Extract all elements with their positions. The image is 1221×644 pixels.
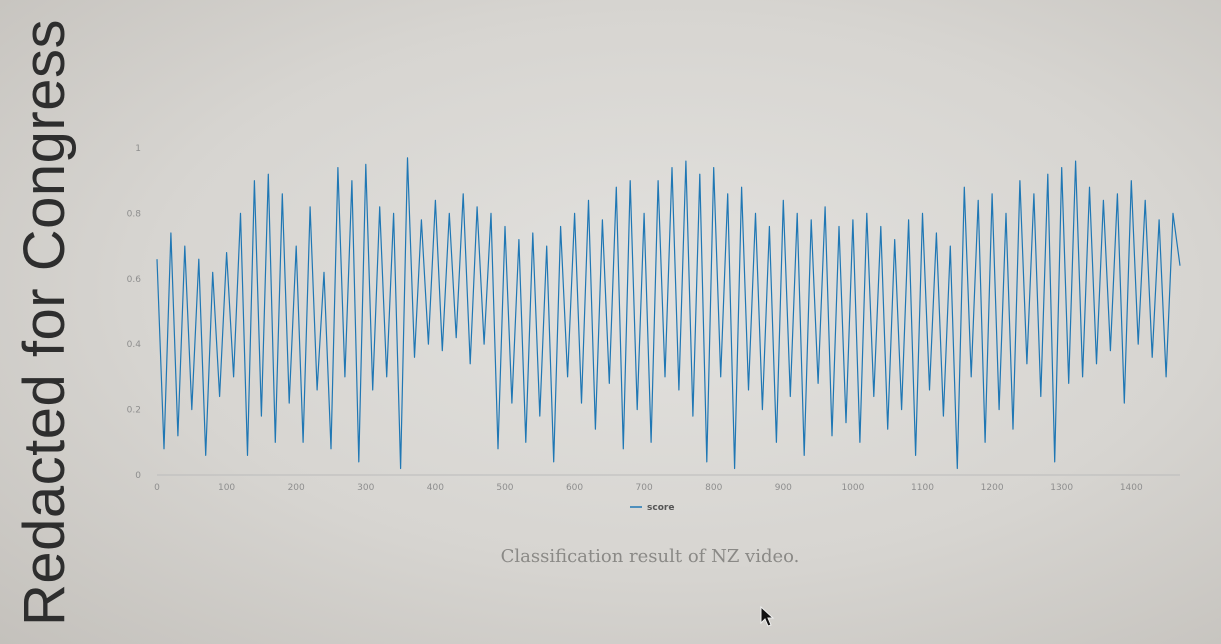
- x-tick-label: 1200: [981, 483, 1004, 493]
- x-tick-label: 900: [775, 483, 792, 493]
- y-axis-ticks: 0 0.2 0.4 0.6 0.8 1: [127, 144, 142, 481]
- legend: score: [630, 503, 674, 513]
- y-tick-label: 0.2: [127, 406, 141, 416]
- figure-caption: Classification result of NZ video.: [500, 546, 800, 567]
- legend-label-score: score: [647, 503, 674, 513]
- y-tick-label: 0.4: [127, 340, 142, 350]
- x-axis-ticks: 0 100 200 300 400 500 600 700 800 900 1000 1100 1200…: [154, 483, 1143, 493]
- x-tick-label: 200: [288, 483, 305, 493]
- x-tick-label: 1100: [911, 483, 934, 493]
- x-tick-label: 100: [218, 483, 235, 493]
- x-tick-label: 1300: [1050, 483, 1073, 493]
- x-tick-label: 300: [357, 483, 374, 493]
- x-tick-label: 600: [566, 483, 583, 493]
- x-tick-label: 500: [496, 483, 513, 493]
- y-tick-label: 0.8: [127, 209, 142, 219]
- x-tick-label: 800: [705, 483, 722, 493]
- y-tick-label: 0.6: [127, 275, 142, 285]
- x-tick-label: 1400: [1120, 483, 1143, 493]
- y-tick-label: 1: [135, 144, 141, 154]
- score-chart: 0 0.2 0.4 0.6 0.8 1 0 100 200 300 400 500 600 700 800…: [127, 144, 1181, 513]
- mouse-pointer-icon: [760, 606, 775, 627]
- x-tick-label: 400: [427, 483, 444, 493]
- x-tick-label: 700: [636, 483, 653, 493]
- series-score-line: [156, 157, 1181, 470]
- x-tick-label: 1000: [841, 483, 864, 493]
- x-tick-label: 0: [154, 483, 160, 493]
- y-tick-label: 0: [135, 471, 141, 481]
